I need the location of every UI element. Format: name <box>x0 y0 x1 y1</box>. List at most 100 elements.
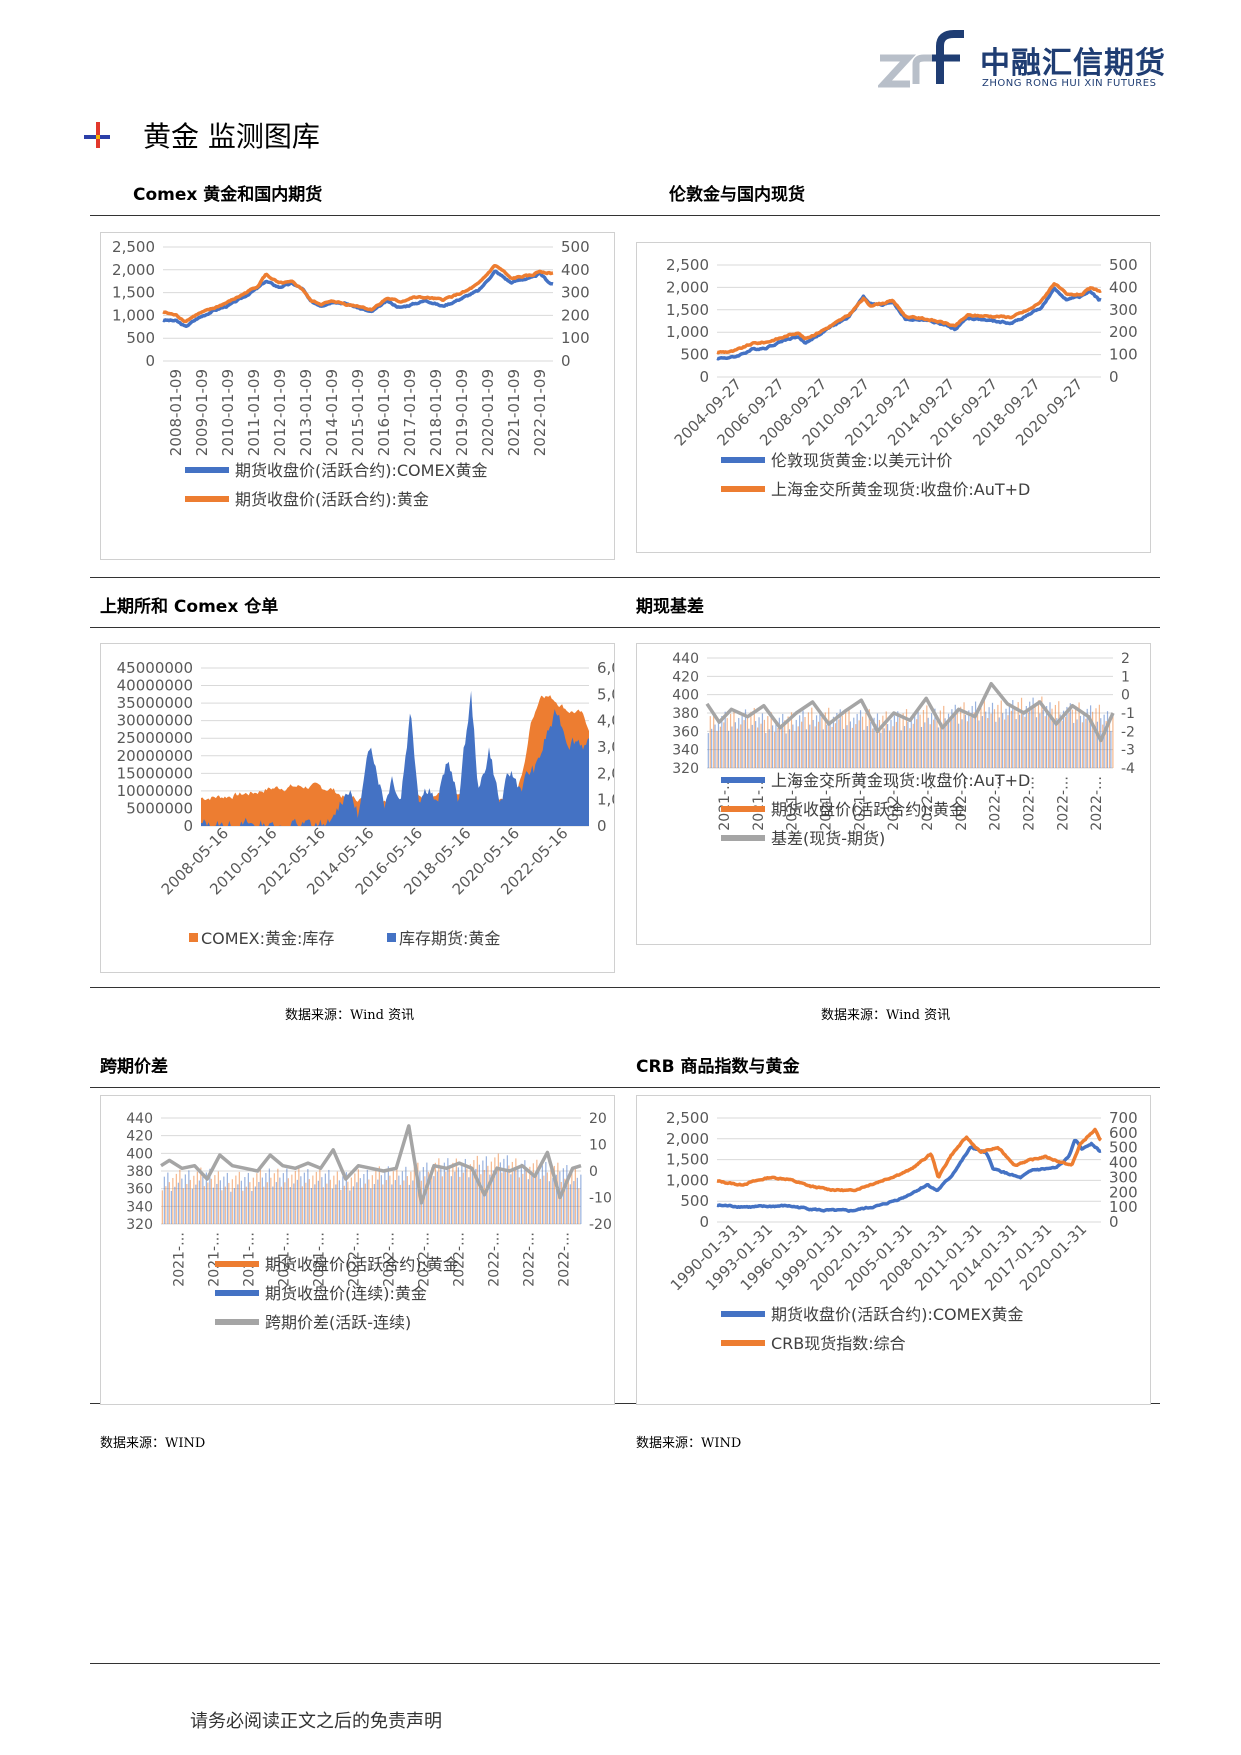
series-bar <box>459 1176 461 1224</box>
series-bar <box>195 1184 197 1224</box>
series-bar <box>405 1166 407 1224</box>
series-bar <box>475 1168 477 1224</box>
series-bar <box>429 1180 431 1224</box>
series-bar <box>508 1165 510 1224</box>
series-bar <box>711 728 713 768</box>
series-bar <box>1069 703 1071 768</box>
y-tick-label-right: 200 <box>561 306 590 324</box>
series-bar <box>858 720 860 768</box>
x-tick-label: 2022-… <box>954 776 970 831</box>
series-bar <box>200 1167 202 1224</box>
series-bar <box>272 1186 274 1224</box>
legend-label: 跨期价差(活跃-连续) <box>265 1313 411 1332</box>
series-bar <box>727 730 730 768</box>
y-tick-label-right: 200 <box>1109 323 1138 341</box>
series-bar <box>469 1164 471 1224</box>
series-bar <box>927 717 929 768</box>
source-note: 数据来源：Wind 资讯 <box>285 1008 415 1023</box>
series-bar <box>279 1177 281 1224</box>
series-bar <box>161 1190 163 1224</box>
series-bar <box>424 1176 426 1224</box>
series-bar <box>794 730 796 768</box>
series-bar <box>912 723 914 768</box>
series-bar <box>361 1187 363 1224</box>
series-bar <box>221 1190 223 1224</box>
y-tick-label-left: 1,000 <box>112 306 155 324</box>
series-bar <box>207 1182 209 1224</box>
y-tick-label-left: 420 <box>126 1129 153 1145</box>
legend-label: 期货收盘价(活跃合约):COMEX黄金 <box>235 461 488 480</box>
series-bar <box>448 1167 450 1224</box>
y-tick-label-right: -20 <box>589 1217 612 1233</box>
series-bar <box>1075 705 1077 768</box>
y-tick-label-left: 30000000 <box>117 712 193 730</box>
x-tick-label: 2021-… <box>172 1232 188 1287</box>
series-bar <box>184 1174 186 1224</box>
series-bar <box>265 1173 267 1224</box>
series-bar <box>932 719 935 768</box>
chart-crb-gold: 05001,0001,5002,0002,5000100200300400500… <box>666 1109 1138 1353</box>
series-bar <box>802 710 804 768</box>
x-tick-label: 2018-01-09 <box>427 369 445 456</box>
series-bar <box>724 711 726 768</box>
series-bar <box>767 716 769 768</box>
legend-label: 伦敦现货黄金:以美元计价 <box>771 451 952 470</box>
series-bar <box>1044 716 1046 768</box>
series-bar <box>226 1172 228 1224</box>
series-bar <box>373 1184 375 1224</box>
y-tick-label-left: 2,500 <box>666 1109 709 1127</box>
series-bar <box>736 728 738 768</box>
y-tick-label-left: 2,500 <box>112 238 155 256</box>
series-bar <box>280 1186 282 1224</box>
series-bar <box>870 722 872 768</box>
series-bar <box>513 1170 515 1224</box>
series-bar <box>777 727 779 768</box>
x-tick-label: 2021-… <box>818 776 834 831</box>
series-bar <box>335 1184 337 1224</box>
y-tick-label-right: 100 <box>561 329 590 347</box>
panel-title-crb-gold: CRB 商品指数与黄金 <box>636 1057 800 1077</box>
series-bar <box>714 724 716 768</box>
series-bar <box>960 706 962 768</box>
series-bar <box>371 1175 373 1224</box>
series-bar <box>1052 721 1054 768</box>
series-bar <box>826 724 828 768</box>
legend-label: 期货收盘价(活跃合约):黄金 <box>235 490 429 509</box>
series-bar <box>812 719 814 768</box>
y-tick-label-right: 2,000 <box>597 764 614 782</box>
y-tick-label-right: -1 <box>1121 706 1135 722</box>
series-bar <box>532 1163 534 1224</box>
series-bar <box>497 1153 499 1224</box>
series-bar <box>275 1182 277 1224</box>
y-tick-label-left: 2,000 <box>666 278 709 296</box>
y-tick-label-right: 0 <box>1121 688 1130 704</box>
panel-title-comex-domestic: Comex 黄金和国内期货 <box>133 185 323 205</box>
series-bar <box>541 1165 543 1224</box>
series-bar <box>780 724 782 768</box>
series-bar <box>501 1172 503 1224</box>
series-bar <box>998 717 1000 768</box>
series-bar <box>552 1177 554 1224</box>
series-line <box>716 1127 1103 1193</box>
series-bar <box>403 1180 405 1224</box>
series-bar <box>539 1178 541 1224</box>
series-bar <box>953 715 955 768</box>
series-bar <box>440 1167 442 1224</box>
series-bar <box>892 726 894 768</box>
series-bar <box>510 1174 512 1224</box>
divider <box>90 215 1160 216</box>
series-bar <box>717 720 720 768</box>
series-bar <box>287 1178 289 1224</box>
series-bar <box>286 1168 288 1224</box>
series-bar <box>1048 712 1050 768</box>
series-bar <box>807 712 810 768</box>
series-bar <box>401 1171 403 1224</box>
y-tick-label-left: 0 <box>183 817 193 835</box>
y-tick-label-left: 400 <box>126 1146 153 1162</box>
series-bar <box>709 716 711 768</box>
series-bar <box>270 1177 272 1224</box>
series-bar <box>163 1176 165 1224</box>
series-line <box>716 1138 1102 1213</box>
series-bar <box>909 728 911 768</box>
series-bar <box>378 1166 380 1224</box>
